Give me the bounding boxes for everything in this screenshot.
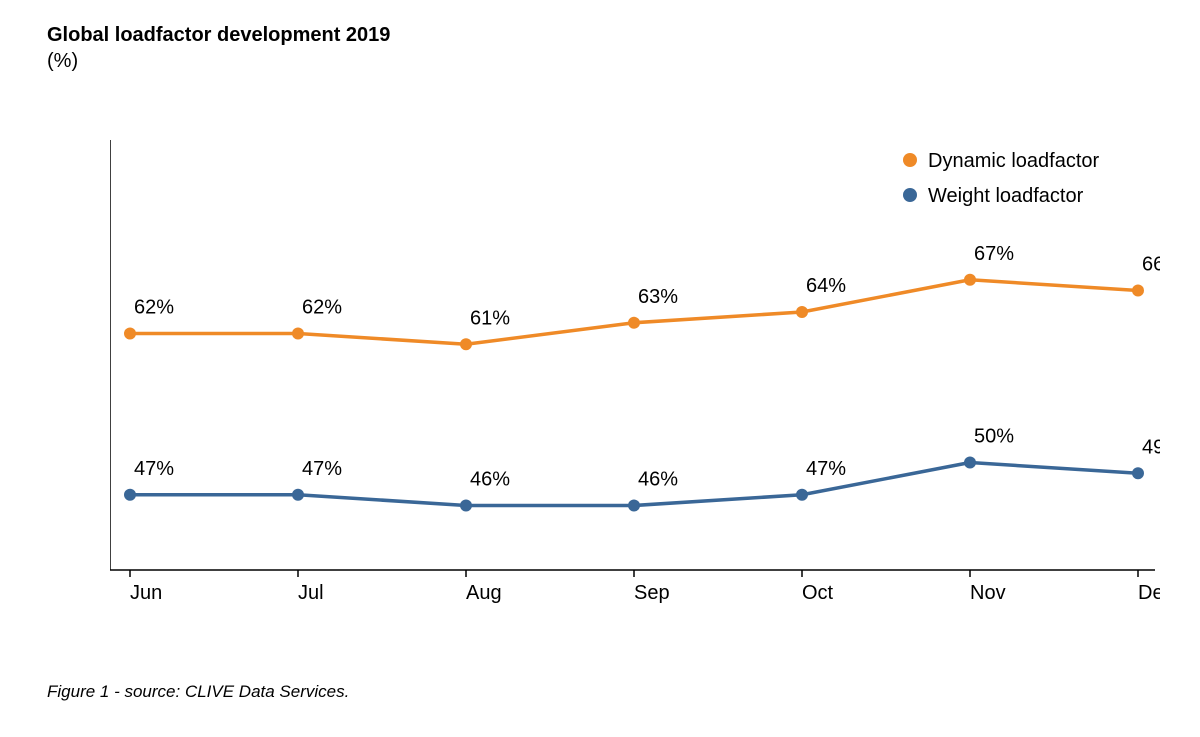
data-label: 50% [974,426,1014,448]
plot-area: 40%50%60%70%80%JunJulAugSepOctNovDec62%6… [110,130,1160,610]
data-label: 62% [302,297,342,319]
series-marker-1 [292,489,304,501]
legend-label: Dynamic loadfactor [928,150,1100,172]
series-marker-1 [796,489,808,501]
legend-marker-icon [903,153,917,167]
data-label: 47% [134,458,174,480]
line-chart-svg: 40%50%60%70%80%JunJulAugSepOctNovDec62%6… [110,130,1160,610]
series-marker-0 [292,328,304,340]
series-marker-1 [964,457,976,469]
series-line-0 [130,280,1138,345]
series-marker-1 [460,500,472,512]
series-line-1 [130,463,1138,506]
data-label: 47% [302,458,342,480]
data-label: 49% [1142,436,1160,458]
data-label: 62% [134,297,174,319]
series-marker-1 [628,500,640,512]
chart-subtitle: (%) [47,50,78,73]
series-marker-0 [796,306,808,318]
x-tick-label: Nov [970,582,1006,604]
x-tick-label: Jun [130,582,162,604]
page: Global loadfactor development 2019 (%) 4… [0,0,1200,737]
data-label: 46% [638,469,678,491]
legend-marker-icon [903,188,917,202]
series-marker-0 [1132,285,1144,297]
figure-caption: Figure 1 - source: CLIVE Data Services. [47,682,349,702]
data-label: 64% [806,275,846,297]
series-marker-0 [460,338,472,350]
x-tick-label: Aug [466,582,502,604]
data-label: 47% [806,458,846,480]
series-marker-0 [628,317,640,329]
data-label: 61% [470,307,510,329]
legend-label: Weight loadfactor [928,185,1084,207]
data-label: 63% [638,286,678,308]
data-label: 46% [470,469,510,491]
x-tick-label: Oct [802,582,834,604]
x-tick-label: Dec [1138,582,1160,604]
series-marker-0 [124,328,136,340]
chart-title: Global loadfactor development 2019 [47,24,390,47]
x-tick-label: Sep [634,582,670,604]
series-marker-1 [1132,467,1144,479]
series-marker-0 [964,274,976,286]
x-tick-label: Jul [298,582,324,604]
data-label: 67% [974,243,1014,265]
series-marker-1 [124,489,136,501]
data-label: 66% [1142,254,1160,276]
